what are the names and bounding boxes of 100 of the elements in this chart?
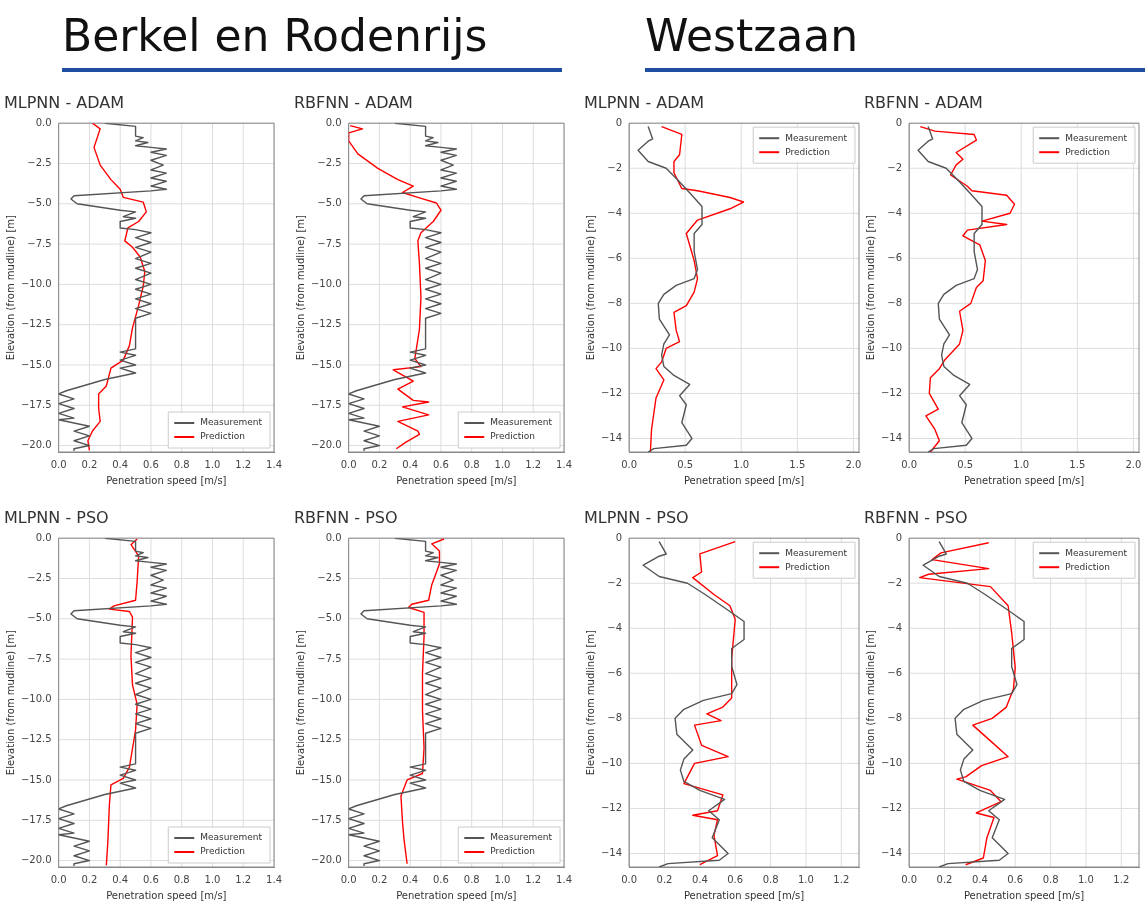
legend-label: Measurement [490, 417, 553, 428]
x-tick-label: 1.0 [797, 873, 814, 885]
legend-label: Measurement [490, 832, 553, 843]
x-tick-label: 1.0 [494, 458, 511, 470]
y-tick-label: −2 [887, 576, 903, 588]
y-tick-label: −10 [600, 342, 623, 353]
y-axis-title: Elevation (from mudline) [m] [864, 629, 876, 776]
x-tick-label: 1.2 [833, 873, 850, 885]
y-tick-label: −17.5 [20, 398, 52, 410]
legend-label: Prediction [200, 846, 245, 857]
legend-label: Prediction [490, 431, 535, 442]
y-tick-label: −12 [600, 802, 623, 814]
y-tick-label: 0 [895, 531, 903, 543]
x-axis-title: Penetration speed [m/s] [396, 889, 517, 901]
y-tick-label: −14 [600, 432, 623, 444]
x-tick-label: 1.4 [266, 873, 282, 885]
y-tick-label: −20.0 [20, 854, 52, 866]
x-tick-label: 0.8 [463, 873, 480, 885]
x-tick-label: 0.6 [433, 458, 449, 470]
y-axis-title: Elevation (from mudline) [m] [584, 214, 596, 361]
legend-label: Measurement [1065, 547, 1128, 558]
y-tick-label: −10 [880, 342, 903, 353]
y-axis-title: Elevation (from mudline) [m] [584, 629, 596, 776]
y-tick-label: −8 [887, 711, 903, 723]
y-axis-title: Elevation (from mudline) [m] [294, 214, 306, 361]
y-tick-label: −4 [887, 621, 903, 633]
y-tick-label: −15.0 [20, 358, 52, 370]
x-tick-label: 0.0 [340, 458, 357, 470]
x-tick-label: 1.4 [556, 458, 572, 470]
y-tick-label: −4 [887, 206, 903, 218]
x-tick-label: 1.4 [556, 873, 572, 885]
legend-label: Measurement [200, 417, 263, 428]
x-tick-label: 0.8 [1042, 873, 1059, 885]
x-axis-title: Penetration speed [m/s] [106, 474, 227, 486]
y-tick-label: −2 [607, 161, 623, 173]
x-tick-label: 0.0 [50, 458, 67, 470]
x-tick-label: 0.6 [143, 873, 159, 885]
x-tick-label: 1.2 [525, 458, 542, 470]
chart-title: RBFNN - PSO [864, 507, 968, 527]
x-tick-label: 0.8 [463, 458, 480, 470]
x-tick-label: 0.0 [50, 873, 67, 885]
x-tick-label: 0.6 [1007, 873, 1024, 885]
x-tick-label: 1.5 [789, 458, 806, 470]
y-tick-label: −6 [607, 251, 623, 263]
y-tick-label: −7.5 [317, 652, 342, 664]
y-tick-label: 0.0 [35, 116, 52, 128]
y-tick-label: −12 [880, 387, 903, 399]
y-tick-label: −4 [607, 206, 623, 218]
x-tick-label: 0.4 [402, 458, 419, 470]
x-tick-label: 0.6 [143, 458, 159, 470]
y-tick-label: −7.5 [27, 237, 52, 249]
y-tick-label: −5.0 [27, 612, 52, 624]
legend-label: Prediction [200, 431, 245, 442]
x-axis-title: Penetration speed [m/s] [683, 474, 805, 486]
text: Berkel en Rodenrijs [62, 9, 489, 63]
chart-title: RBFNN - ADAM [864, 92, 983, 112]
x-tick-label: 0.0 [340, 873, 357, 885]
x-tick-label: 0.8 [173, 458, 190, 470]
y-tick-label: −10.0 [20, 692, 52, 704]
chart-title: MLPNN - PSO [4, 507, 109, 527]
y-tick-label: −8 [607, 711, 623, 723]
x-tick-label: 1.0 [204, 873, 221, 885]
y-tick-label: −17.5 [310, 398, 342, 410]
x-tick-label: 1.0 [494, 873, 511, 885]
y-tick-label: −6 [887, 666, 903, 678]
y-tick-label: 0 [615, 116, 623, 128]
y-tick-label: −2 [887, 161, 903, 173]
y-tick-label: −15.0 [310, 358, 342, 370]
x-tick-label: 1.0 [1013, 458, 1030, 470]
legend-label: Prediction [490, 846, 535, 857]
y-tick-label: −6 [887, 251, 903, 263]
y-tick-label: −20.0 [20, 439, 52, 451]
x-tick-label: 0.4 [971, 873, 988, 885]
x-axis-title: Penetration speed [m/s] [963, 474, 1085, 486]
chart-title: MLPNN - ADAM [584, 92, 704, 112]
y-tick-label: −14 [600, 847, 623, 859]
x-tick-label: 1.4 [266, 458, 282, 470]
y-tick-label: −2.5 [317, 572, 342, 584]
y-tick-label: −7.5 [317, 237, 342, 249]
legend-label: Prediction [785, 561, 830, 572]
y-tick-label: −8 [607, 296, 623, 308]
x-tick-label: 2.0 [1125, 458, 1142, 470]
legend-label: Measurement [785, 132, 848, 143]
chart-title: MLPNN - PSO [584, 507, 689, 527]
x-tick-label: 1.0 [1077, 873, 1094, 885]
x-tick-label: 0.2 [371, 458, 388, 470]
x-tick-label: 0.2 [656, 873, 673, 885]
y-tick-label: 0.0 [325, 116, 342, 128]
y-tick-label: −2.5 [27, 572, 52, 584]
text: Westzaan [645, 9, 860, 63]
x-tick-label: 0.4 [112, 458, 129, 470]
chart-title: RBFNN - ADAM [294, 92, 413, 112]
x-tick-label: 0.6 [727, 873, 744, 885]
y-tick-label: −5.0 [27, 197, 52, 209]
x-axis-title: Penetration speed [m/s] [683, 889, 805, 901]
x-tick-label: 2.0 [845, 458, 862, 470]
y-tick-label: 0.0 [325, 531, 342, 543]
y-tick-label: −12 [880, 802, 903, 814]
chart-title: RBFNN - PSO [294, 507, 398, 527]
y-tick-label: −12 [600, 387, 623, 399]
